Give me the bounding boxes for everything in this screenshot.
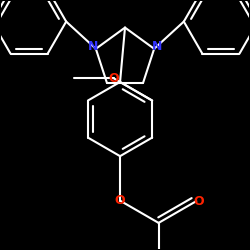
Text: O: O	[115, 194, 125, 207]
Text: O: O	[194, 195, 204, 208]
Text: O: O	[108, 72, 119, 85]
Text: N: N	[88, 40, 99, 53]
Text: N: N	[152, 40, 162, 53]
